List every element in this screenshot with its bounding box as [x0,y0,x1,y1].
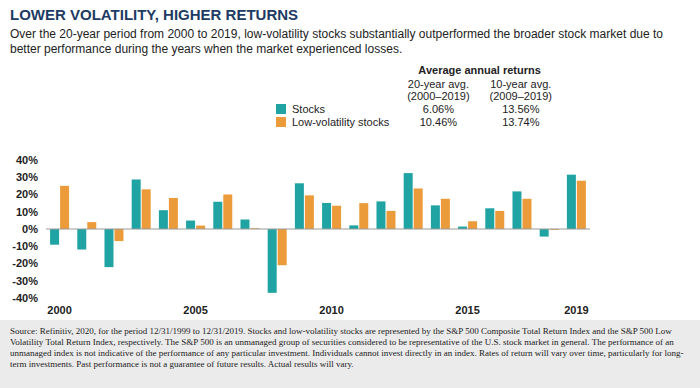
html-text:LOWER VOLATILITY, HIGHER RETUR: LOWER VOLATILITY, HIGHER RETURNS [10,6,299,23]
svg-text:2015: 2015 [455,304,479,316]
html-text:10.46%: 10.46% [419,116,457,128]
html-text:(2000–2019): (2000–2019) [407,90,470,102]
html-text:10-year avg.: 10-year avg. [490,78,552,90]
svg-text:20%: 20% [16,188,38,200]
svg-text:-10%: -10% [12,240,38,252]
svg-text:10%: 10% [16,206,38,218]
html-text:Source: Refinitiv, 2020, for t: Source: Refinitiv, 2020, for the period … [10,326,684,369]
svg-text:30%: 30% [16,171,38,183]
html-text:Average annual returns: Average annual returns [418,64,541,76]
html-text:13.56%: 13.56% [502,103,540,115]
html-text:6.06%: 6.06% [422,103,454,115]
svg-text:-30%: -30% [12,275,38,287]
svg-text:-20%: -20% [12,257,38,269]
html-text:(2009–2019): (2009–2019) [489,90,552,102]
svg-text:0%: 0% [22,223,38,235]
html-text:20-year avg.: 20-year avg. [407,78,469,90]
html-text:Over the 20-year period from 2: Over the 20-year period from 2000 to 201… [10,27,663,56]
svg-text:-40%: -40% [12,292,38,304]
svg-text:2019: 2019 [564,304,588,316]
svg-text:2010: 2010 [319,304,343,316]
html-text:Low-volatility stocks: Low-volatility stocks [292,116,390,128]
svg-text:2005: 2005 [183,304,207,316]
html-text:Stocks: Stocks [292,103,325,115]
svg-text:40%: 40% [16,154,38,166]
svg-text:2000: 2000 [47,304,71,316]
html-text:13.74%: 13.74% [502,116,540,128]
